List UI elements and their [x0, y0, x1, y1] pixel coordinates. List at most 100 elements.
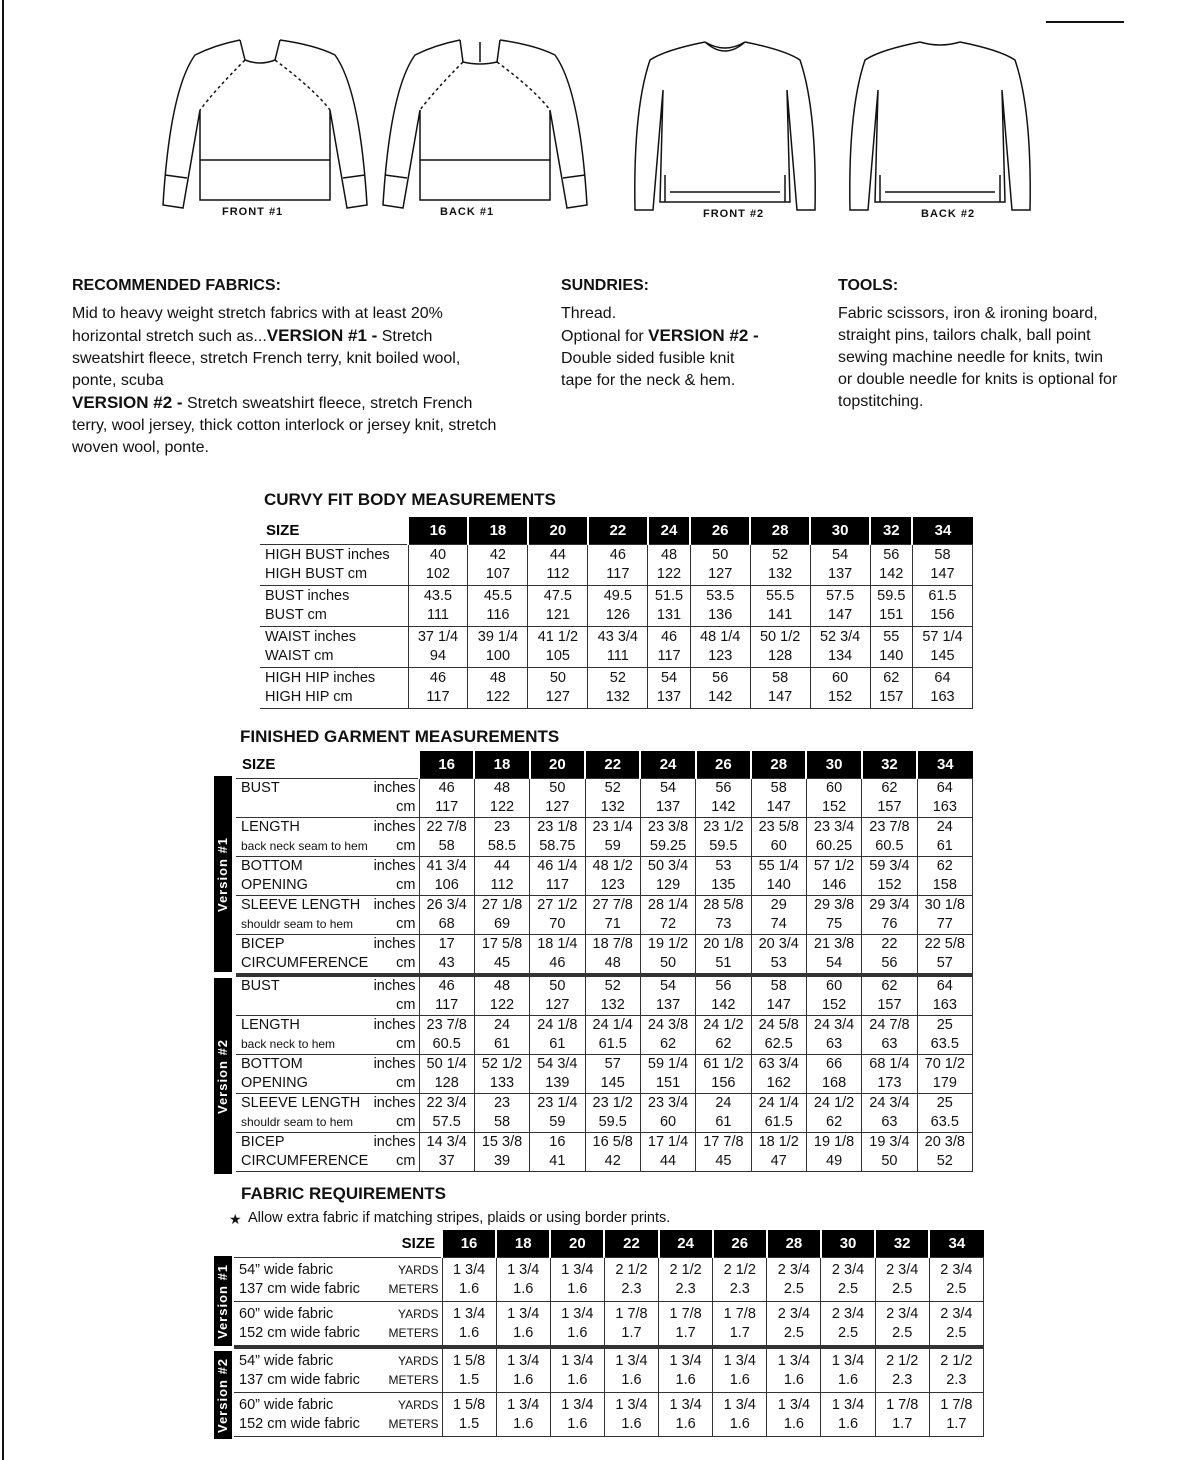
value-primary: 70 1/2 — [924, 1056, 965, 1072]
value-secondary: 117 — [606, 566, 630, 582]
value-primary: 58 — [934, 547, 951, 563]
value-cell: 62 157 — [861, 974, 918, 1016]
label-line: OPENING cm — [241, 876, 419, 895]
sundries-thread: Thread. — [561, 305, 617, 322]
back-1-caption: BACK #1 — [440, 206, 495, 218]
table-row: BUST inches BUST cm 43.5 111 45.5 116 47.5 121 4… — [260, 585, 974, 627]
value-primary: 54 3/4 — [537, 1056, 578, 1072]
size-24: 24 — [646, 517, 691, 545]
value-cell: 54 137 — [809, 544, 871, 586]
value-primary: 1 3/4 — [507, 1396, 540, 1413]
front-2-sketch — [634, 41, 816, 211]
value-secondary: 112 — [490, 877, 514, 893]
tools-text: Fabric scissors, iron & ironing board, s… — [838, 305, 1118, 410]
value-cell: 23 1/2 59.5 — [584, 1093, 641, 1133]
value-secondary: 77 — [936, 916, 953, 932]
measure-label: BUST — [241, 780, 280, 796]
value-cell: 20 1/8 51 — [695, 934, 752, 976]
value-cell: 50 127 — [689, 544, 751, 586]
value-primary: 1 3/4 — [669, 1396, 702, 1413]
measure-label: BOTTOM — [241, 858, 303, 874]
recommended-text: Mid to heavy weight stretch fabrics with… — [72, 303, 497, 392]
value-cell: 60 152 — [809, 667, 871, 709]
unit-label: inches — [373, 897, 416, 913]
value-secondary: 76 — [881, 916, 898, 932]
fabric-version-2-bar: Version #2 — [214, 1351, 232, 1439]
value-primary: 50 — [712, 547, 729, 563]
value-secondary: 1.6 — [837, 1371, 859, 1388]
value-secondary: 163 — [932, 997, 957, 1013]
value-primary: 1 3/4 — [507, 1305, 540, 1322]
value-secondary: 61 — [549, 1036, 566, 1052]
value-secondary: 1.6 — [621, 1371, 642, 1388]
value-secondary: 62 — [715, 1036, 732, 1052]
value-cell: 56 142 — [869, 544, 913, 586]
value-primary: 46 — [660, 629, 678, 645]
value-cell: 29 3/4 76 — [861, 895, 918, 935]
label-line: shouldr seam to hem cm — [241, 1113, 419, 1132]
value-cell: 52 132 — [584, 974, 641, 1016]
value-cell: 22 56 — [861, 934, 918, 976]
value-secondary: 136 — [708, 607, 733, 623]
value-primary: 23 — [493, 819, 511, 835]
value-cell: 43.5 111 — [407, 585, 469, 627]
value-secondary: 62 — [659, 1036, 677, 1052]
value-secondary: 1.6 — [729, 1415, 750, 1432]
size-20: 20 — [549, 1230, 605, 1258]
back-1-sketch — [382, 39, 588, 209]
value-secondary: 117 — [435, 997, 459, 1013]
value-secondary: 132 — [600, 799, 625, 815]
value-primary: 53.5 — [706, 588, 735, 604]
value-primary: 52 — [604, 780, 621, 796]
value-primary: 52 3/4 — [819, 629, 861, 645]
value-cell: 68 1/4 173 — [861, 1054, 918, 1094]
value-cell: 20 3/4 53 — [750, 934, 807, 976]
value-secondary: 1.6 — [458, 1280, 480, 1297]
value-secondary: 145 — [930, 648, 955, 664]
value-primary: 60 — [826, 780, 843, 796]
value-secondary: 63 — [881, 1036, 898, 1052]
value-cell: 2 3/4 2.5 — [874, 1301, 930, 1348]
value-primary: 23 1/4 — [592, 819, 633, 835]
value-primary: 25 — [936, 1017, 953, 1033]
value-primary: 17 1/4 — [647, 1134, 689, 1150]
value-cell: 37 1/4 94 — [407, 626, 469, 668]
value-secondary: 162 — [766, 1075, 791, 1091]
value-secondary: 63 — [881, 1114, 898, 1130]
value-cell: 40 102 — [407, 544, 469, 586]
value-primary: 44 — [493, 858, 511, 874]
value-cell: 18 7/8 48 — [584, 934, 641, 976]
value-primary: 2 3/4 — [886, 1305, 919, 1322]
value-secondary: 2.5 — [783, 1280, 804, 1297]
value-cell: 1 3/4 1.6 — [603, 1392, 660, 1437]
unit-label: inches — [373, 936, 416, 952]
value-secondary: 147 — [828, 607, 853, 623]
value-secondary: 1.6 — [783, 1371, 804, 1388]
value-primary: 18 7/8 — [592, 936, 633, 952]
value-cell: 19 1/8 49 — [805, 1132, 863, 1172]
value-cell: 54 137 — [639, 778, 697, 818]
value-secondary: 133 — [489, 1075, 515, 1091]
value-cell: 27 7/8 71 — [584, 895, 641, 935]
back-2-sketch — [849, 41, 1031, 211]
value-cell: 2 3/4 2.5 — [820, 1301, 876, 1348]
size-26: 26 — [689, 517, 751, 545]
unit-label: inches — [373, 1056, 416, 1072]
value-primary: 2 1/2 — [723, 1261, 756, 1278]
header-row: SIZE 16 18 20 22 24 26 28 30 32 34 — [260, 517, 973, 545]
label-line: BICEP inches — [241, 1133, 419, 1152]
value-cell: 62 157 — [869, 667, 913, 709]
front-2-caption: FRONT #2 — [703, 208, 765, 220]
value-primary: 1 3/4 — [615, 1396, 648, 1413]
value-primary: 54 — [832, 547, 849, 563]
size-20: 20 — [526, 517, 588, 545]
measure-label: SLEEVE LENGTH — [241, 1095, 361, 1111]
value-cell: 23 7/8 60.5 — [861, 817, 918, 857]
value-cell: 1 3/4 1.6 — [495, 1346, 551, 1393]
value-primary: 42 — [489, 547, 506, 563]
value-cell: 1 3/4 1.6 — [712, 1346, 768, 1393]
table-row: BOTTOM inches OPENING cm 41 3/4 106 44 112 46 1/… — [236, 856, 974, 896]
value-secondary: 140 — [766, 877, 791, 893]
label-line: BOTTOM inches — [241, 1055, 419, 1074]
value-primary: 1 5/8 — [452, 1396, 486, 1413]
